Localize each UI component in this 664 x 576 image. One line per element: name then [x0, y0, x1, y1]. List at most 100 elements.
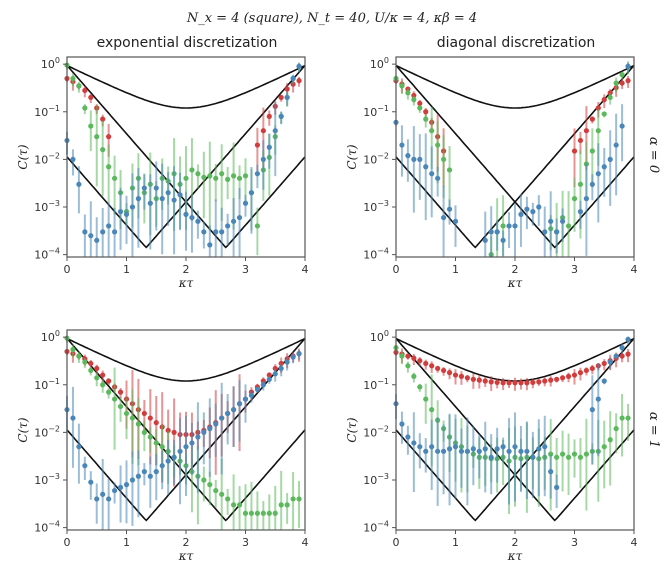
- data-point-blue: [482, 446, 488, 452]
- data-point-green: [595, 128, 601, 134]
- y-tick-label: 10−3: [363, 472, 389, 487]
- data-point-red: [171, 429, 177, 435]
- data-point-green: [266, 510, 272, 516]
- data-point-red: [530, 379, 536, 386]
- data-point-blue: [435, 175, 441, 181]
- data-point-green: [88, 367, 94, 374]
- data-point-blue: [589, 181, 595, 187]
- data-point-blue: [112, 487, 118, 494]
- data-point-blue: [530, 209, 536, 215]
- x-tick-label: 2: [512, 536, 519, 549]
- data-point-green: [117, 403, 124, 410]
- data-point-blue: [171, 454, 177, 460]
- data-point-red: [464, 375, 470, 381]
- data-point-green: [100, 147, 106, 153]
- y-tick-label: 100: [370, 329, 389, 344]
- data-point-blue: [106, 496, 112, 502]
- data-point-green: [429, 128, 435, 134]
- y-tick-label: 100: [370, 56, 389, 71]
- data-point-blue: [512, 223, 518, 229]
- data-point-blue: [423, 164, 429, 170]
- data-point-blue: [195, 218, 201, 224]
- data-point-blue: [219, 229, 225, 235]
- data-point-blue: [183, 211, 189, 217]
- data-point-red: [470, 376, 476, 382]
- data-point-blue: [117, 484, 124, 490]
- y-tick-label: 10−1: [34, 377, 60, 392]
- data-point-red: [417, 358, 423, 364]
- x-axis-label: κτ: [178, 549, 194, 563]
- y-axis-label: C(τ): [16, 417, 30, 443]
- column-title-diagonal: diagonal discretization: [437, 35, 596, 51]
- data-point-green: [70, 75, 76, 82]
- data-point-blue: [441, 214, 447, 221]
- data-point-blue: [242, 396, 249, 402]
- data-point-blue: [625, 336, 631, 342]
- data-point-blue: [94, 237, 100, 243]
- data-point-green: [141, 429, 147, 435]
- data-point-green: [231, 502, 237, 508]
- data-point-blue: [70, 156, 76, 162]
- data-point-blue: [488, 454, 494, 460]
- data-point-blue: [548, 218, 554, 224]
- data-point-blue: [236, 401, 243, 407]
- data-point-green: [583, 451, 590, 457]
- theory-curve-0: [66, 64, 306, 109]
- data-point-blue: [141, 185, 147, 191]
- x-axis-label: κτ: [178, 276, 194, 290]
- data-point-blue: [225, 223, 231, 229]
- data-point-blue: [278, 113, 284, 119]
- x-tick-label: 0: [393, 263, 400, 276]
- x-tick-label: 4: [302, 263, 309, 276]
- data-point-blue: [207, 426, 213, 432]
- data-point-blue: [429, 444, 435, 450]
- data-point-red: [583, 367, 590, 374]
- data-point-red: [423, 109, 429, 115]
- data-point-blue: [159, 196, 165, 202]
- data-point-green: [429, 407, 435, 413]
- data-point-red: [625, 78, 631, 84]
- data-point-blue: [254, 386, 260, 392]
- data-point-red: [106, 134, 112, 140]
- data-point-blue: [147, 473, 153, 479]
- y-tick-label: 10−1: [363, 377, 389, 392]
- data-point-blue: [607, 156, 613, 162]
- data-point-red: [565, 373, 572, 379]
- data-point-blue: [296, 63, 302, 69]
- data-point-green: [601, 111, 607, 117]
- y-tick-label: 10−4: [34, 520, 60, 535]
- x-tick-label: 3: [571, 536, 578, 549]
- data-point-green: [441, 156, 447, 162]
- data-point-red: [260, 128, 266, 134]
- data-point-red: [476, 377, 482, 383]
- data-point-blue: [100, 229, 106, 235]
- data-point-red: [500, 380, 506, 386]
- data-point-red: [577, 370, 584, 376]
- data-point-blue: [589, 407, 595, 413]
- data-point-green: [399, 83, 405, 89]
- data-point-blue: [231, 218, 237, 224]
- data-point-green: [254, 510, 260, 516]
- data-point-blue: [201, 229, 207, 235]
- data-point-blue: [417, 156, 423, 162]
- data-point-blue: [441, 448, 447, 454]
- data-point-blue: [129, 204, 136, 210]
- x-tick-label: 1: [452, 536, 459, 549]
- data-point-blue: [94, 496, 100, 502]
- data-point-blue: [141, 469, 147, 475]
- data-point-blue: [248, 392, 255, 398]
- theory-curve-0: [66, 337, 306, 382]
- series-group: [64, 335, 302, 530]
- data-point-green: [242, 173, 249, 179]
- y-tick-label: 10−2: [34, 424, 60, 439]
- data-point-blue: [135, 196, 141, 202]
- data-point-red: [560, 375, 566, 381]
- panel-2: 0 1 2 3 4 100 10−1 10−2 10−3 10−4 κτ C(τ): [16, 329, 309, 563]
- data-point-green: [548, 451, 554, 457]
- data-point-blue: [284, 94, 290, 101]
- data-point-green: [613, 80, 619, 86]
- data-point-green: [254, 223, 260, 229]
- data-point-red: [441, 367, 447, 374]
- data-point-green: [290, 496, 296, 502]
